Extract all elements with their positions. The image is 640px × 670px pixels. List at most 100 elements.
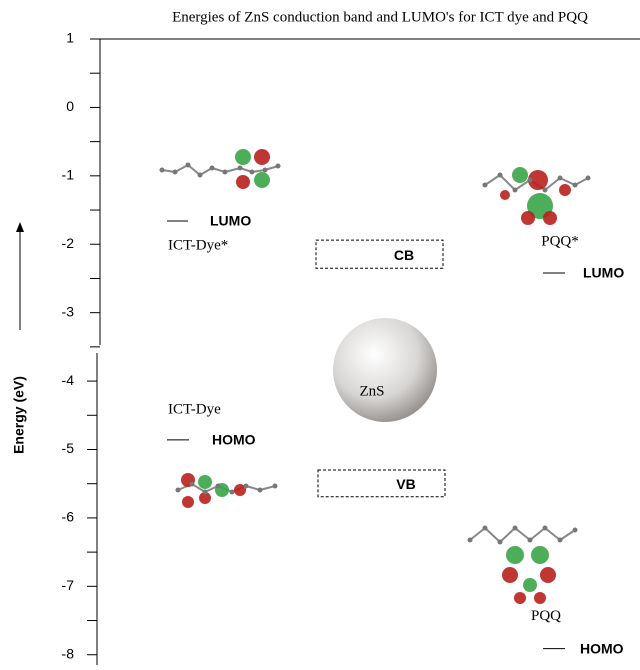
particle-label: ZnS — [359, 383, 384, 399]
band-label: VB — [396, 476, 415, 492]
orbital-lobe — [540, 567, 556, 583]
orbital-lobe — [514, 592, 526, 604]
atom — [249, 169, 255, 175]
orbital-lobe — [543, 211, 557, 225]
title: Energies of ZnS conduction band and LUMO… — [172, 9, 588, 25]
molecule-label: ICT-Dye — [168, 401, 221, 417]
bond — [544, 177, 561, 191]
bond — [224, 167, 241, 173]
molecules — [159, 149, 591, 604]
orbital-lobe — [534, 592, 546, 604]
atom — [497, 539, 503, 545]
atom — [237, 165, 243, 171]
orbital-lobe — [512, 167, 528, 183]
atom — [229, 489, 235, 495]
orbital-lobe — [502, 567, 518, 583]
bond — [484, 527, 501, 543]
atom — [557, 537, 563, 543]
atom — [542, 525, 548, 531]
molecule-label: ICT-Dye* — [168, 237, 228, 253]
atom — [482, 525, 488, 531]
atom — [482, 182, 488, 188]
atom — [159, 167, 165, 173]
bond — [544, 527, 561, 541]
band-label: CB — [394, 247, 414, 263]
atom — [215, 483, 221, 489]
orbital-lobe — [521, 211, 535, 225]
molecule-label: PQQ* — [541, 233, 579, 249]
orbital-lobe — [506, 546, 524, 564]
atom — [197, 172, 203, 178]
atom — [527, 537, 533, 543]
bond — [187, 164, 201, 176]
y-tick-label: -1 — [62, 167, 75, 183]
orbital-lobe — [182, 496, 194, 508]
atom — [272, 483, 278, 489]
bond — [514, 527, 531, 541]
bond — [469, 527, 486, 541]
orbital-lobe — [500, 190, 510, 200]
atom — [172, 169, 178, 175]
atom — [275, 163, 281, 169]
y-tick-label: -8 — [62, 645, 75, 661]
y-tick-label: -5 — [62, 440, 75, 456]
atom — [189, 481, 195, 487]
bond — [514, 179, 531, 191]
atom — [557, 175, 563, 181]
orbital-lobe — [523, 578, 537, 592]
level-label: HOMO — [212, 432, 256, 448]
atom — [572, 527, 578, 533]
atom — [512, 525, 518, 531]
atom — [585, 175, 591, 181]
bond — [499, 527, 516, 543]
orbital-lobe — [254, 172, 270, 188]
bond — [559, 529, 576, 541]
atom — [202, 489, 208, 495]
orbital-lobe — [198, 475, 212, 489]
bond — [484, 174, 501, 186]
zns-sphere — [333, 318, 437, 422]
atom — [262, 167, 268, 173]
level-label: HOMO — [580, 640, 624, 656]
bond — [559, 177, 576, 186]
atom — [527, 177, 533, 183]
level-label: LUMO — [210, 213, 251, 229]
orbital-lobe — [528, 170, 548, 190]
atom — [512, 187, 518, 193]
atom — [467, 537, 473, 543]
orbital-lobe — [236, 175, 250, 189]
atom — [209, 165, 215, 171]
atom — [572, 182, 578, 188]
y-tick-label: 0 — [66, 98, 74, 114]
y-tick-label: -2 — [62, 235, 75, 251]
y-tick-label: -7 — [62, 577, 75, 593]
molecule-label: PQQ — [531, 608, 561, 624]
band-box — [317, 469, 446, 498]
atom — [222, 169, 228, 175]
y-tick-label: -3 — [62, 303, 75, 319]
atom — [542, 187, 548, 193]
y-tick-label: -6 — [62, 509, 75, 525]
atom — [185, 162, 191, 168]
orbital-lobe — [559, 184, 571, 196]
orbital-lobe — [235, 149, 251, 165]
orbital-lobe — [531, 546, 549, 564]
arrow-head — [16, 222, 24, 232]
band-box — [315, 239, 444, 269]
y-axis-label: Energy (eV) — [11, 376, 27, 454]
bond — [191, 483, 206, 493]
orbital-lobe — [254, 149, 270, 165]
atom — [243, 483, 249, 489]
bond — [499, 174, 516, 191]
orbital-lobe — [234, 484, 246, 496]
bond — [529, 527, 546, 541]
atom — [175, 487, 181, 493]
bond — [259, 485, 276, 491]
y-tick-label: 1 — [66, 30, 74, 46]
atom — [257, 487, 263, 493]
orbital-lobe — [199, 492, 211, 504]
atom — [497, 172, 503, 178]
level-label: LUMO — [583, 265, 624, 281]
y-tick-label: -4 — [62, 372, 75, 388]
